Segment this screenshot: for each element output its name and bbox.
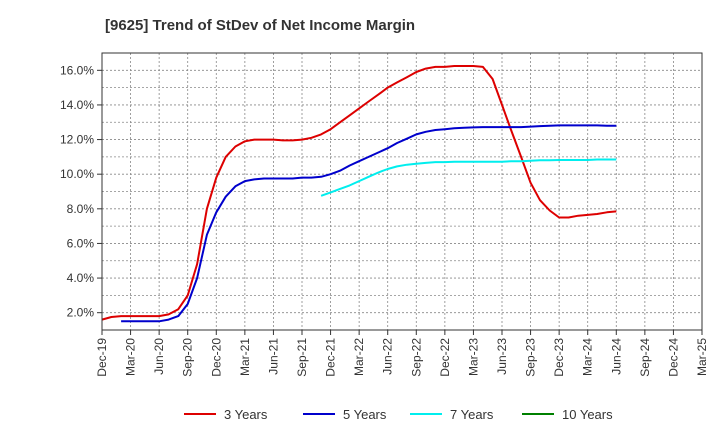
x-tick-label: Dec-22 <box>438 338 452 377</box>
x-tick-label: Sep-23 <box>524 338 538 377</box>
series-lines <box>101 65 617 323</box>
y-tick-label: 10.0% <box>60 167 94 181</box>
y-tick-label: 2.0% <box>67 306 95 320</box>
y-tick-label: 6.0% <box>67 236 95 250</box>
x-tick-label: Dec-19 <box>95 338 109 377</box>
x-tick-label: Mar-21 <box>238 338 252 376</box>
x-tick-label: Dec-23 <box>552 338 566 377</box>
series-line-5-years <box>121 124 617 323</box>
x-tick-label: Mar-25 <box>695 338 709 376</box>
chart-title: [9625] Trend of StDev of Net Income Marg… <box>105 17 415 34</box>
legend-label: 5 Years <box>343 407 387 422</box>
x-tick-label: Mar-20 <box>124 338 138 376</box>
series-line-3-years <box>101 65 617 321</box>
x-tick-label: Mar-22 <box>352 338 366 376</box>
x-tick-label: Mar-24 <box>581 338 595 376</box>
y-tick-label: 12.0% <box>60 133 94 147</box>
grid-lines <box>101 52 703 331</box>
x-tick-label: Dec-20 <box>209 338 223 377</box>
x-tick-label: Sep-21 <box>295 338 309 377</box>
plot-frame <box>101 52 703 331</box>
y-tick-label: 16.0% <box>60 63 94 77</box>
x-tick-label: Jun-21 <box>266 338 280 375</box>
legend-label: 3 Years <box>224 407 268 422</box>
y-tick-label: 14.0% <box>60 98 94 112</box>
x-tick-label: Sep-20 <box>181 338 195 377</box>
x-tick-label: Jun-20 <box>152 338 166 375</box>
legend: 3 Years 5 Years 7 Years 10 Years <box>184 407 613 422</box>
legend-label: 10 Years <box>562 407 613 422</box>
x-tick-label: Sep-24 <box>638 338 652 377</box>
y-tick-label: 4.0% <box>67 271 95 285</box>
x-tick-label: Sep-22 <box>409 338 423 377</box>
legend-label: 7 Years <box>450 407 494 422</box>
y-axis-ticks: 2.0% 4.0% 6.0% 8.0% 10.0% 12.0% 14.0% 16.0% <box>60 63 102 320</box>
series-line-7-years <box>320 158 617 197</box>
x-tick-label: Jun-22 <box>381 338 395 375</box>
x-tick-label: Jun-24 <box>609 338 623 375</box>
x-tick-label: Dec-21 <box>324 338 338 377</box>
x-axis-ticks: Dec-19 Mar-20 Jun-20 Sep-20 Dec-20 Mar-21 Jun-… <box>95 330 709 377</box>
x-tick-label: Dec-24 <box>666 338 680 377</box>
x-tick-label: Jun-23 <box>495 338 509 375</box>
x-tick-label: Mar-23 <box>466 338 480 376</box>
y-tick-label: 8.0% <box>67 202 95 216</box>
